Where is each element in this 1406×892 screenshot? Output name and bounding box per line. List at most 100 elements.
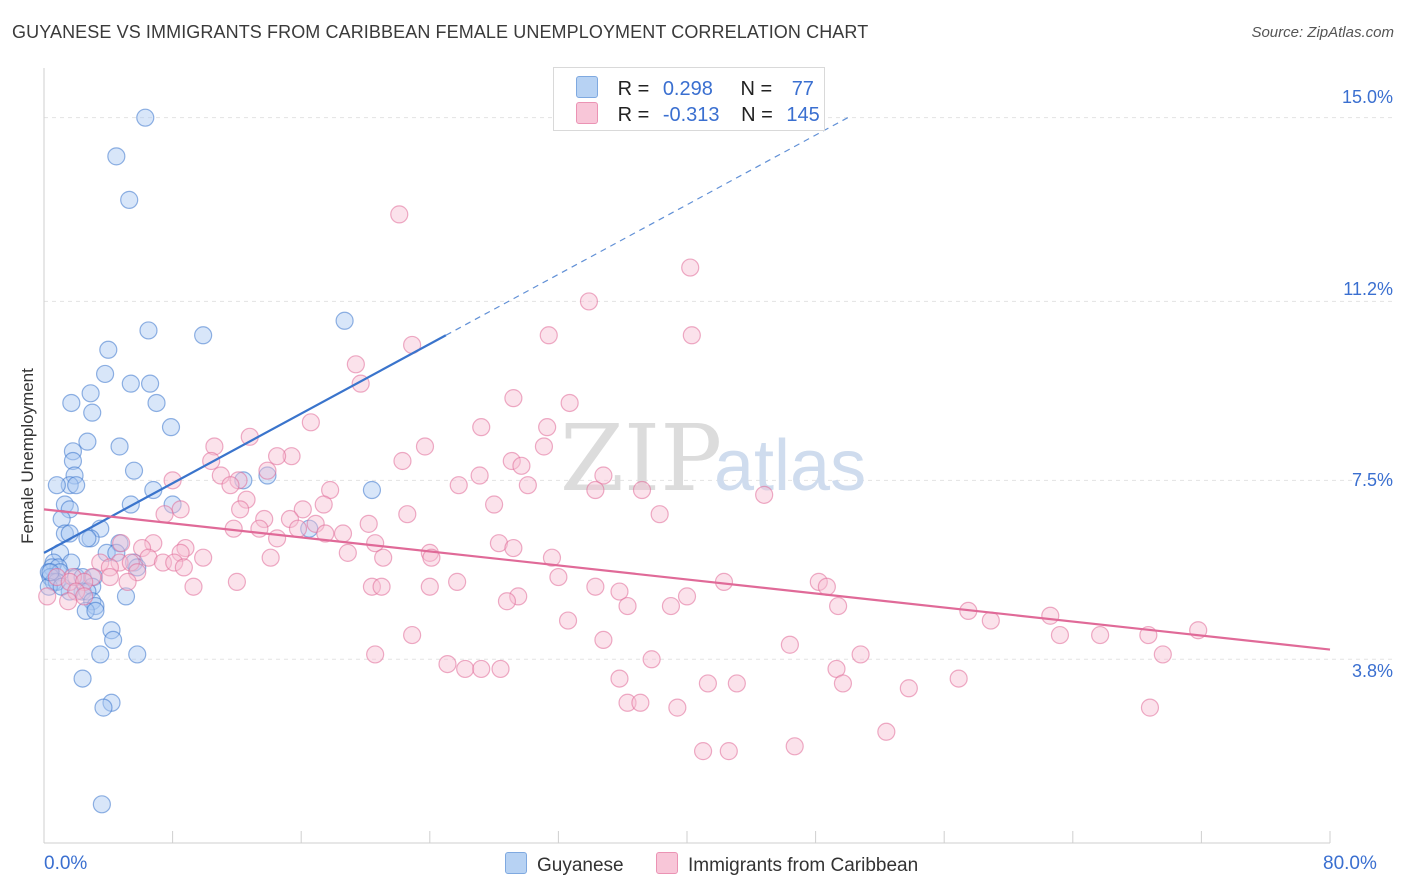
- bottom-legend-swatch-pink: [656, 852, 678, 874]
- caribbean-point: [534, 437, 554, 456]
- caribbean-point: [949, 669, 968, 688]
- guyanese-point: [47, 476, 66, 495]
- caribbean-point: [240, 427, 259, 446]
- caribbean-point: [631, 693, 650, 712]
- caribbean-point: [366, 534, 385, 553]
- guyanese-point: [76, 601, 95, 620]
- caribbean-trend-line: [43, 508, 1331, 651]
- caribbean-point: [579, 292, 599, 311]
- caribbean-point: [100, 567, 120, 587]
- caribbean-point: [558, 611, 578, 630]
- caribbean-point: [393, 451, 412, 471]
- caribbean-point: [719, 742, 738, 761]
- caribbean-point: [650, 505, 669, 524]
- caribbean-point: [610, 582, 629, 601]
- caribbean-point: [586, 480, 605, 500]
- caribbean-point: [211, 466, 230, 485]
- caribbean-point: [727, 674, 746, 693]
- caribbean-point: [255, 509, 274, 529]
- watermark-atlas: atlas: [714, 426, 866, 506]
- guyanese-point: [140, 374, 160, 393]
- caribbean-point: [485, 495, 504, 514]
- caribbean-point: [785, 737, 804, 756]
- n-label: N =: [740, 78, 773, 100]
- bottom-legend-label: Guyanese: [537, 855, 624, 876]
- guyanese-point: [147, 393, 166, 413]
- caribbean-point: [504, 389, 523, 408]
- caribbean-point: [682, 326, 701, 345]
- caribbean-point: [438, 654, 457, 674]
- caribbean-point: [693, 742, 713, 761]
- caribbean-point: [202, 451, 221, 471]
- caribbean-point: [594, 630, 613, 650]
- caribbean-point: [60, 572, 79, 591]
- caribbean-point: [100, 558, 120, 577]
- guyanese-point: [86, 601, 105, 620]
- caribbean-point: [456, 659, 475, 679]
- caribbean-point: [780, 635, 799, 654]
- chart-title: GUYANESE VS IMMIGRANTS FROM CARIBBEAN FE…: [12, 22, 869, 42]
- source-label: Source: ZipAtlas.com: [1251, 24, 1394, 41]
- caribbean-point: [1041, 606, 1060, 625]
- caribbean-point: [118, 572, 137, 591]
- caribbean-point: [491, 659, 510, 679]
- caribbean-point: [549, 567, 568, 587]
- guyanese-point: [81, 384, 100, 403]
- n-label: N =: [741, 104, 773, 126]
- caribbean-point: [698, 674, 717, 693]
- caribbean-point: [155, 505, 174, 524]
- guyanese-point: [97, 543, 116, 562]
- caribbean-point: [403, 625, 422, 645]
- caribbean-point: [472, 418, 491, 437]
- legend-row-caribbean: R = -0.313 N = 145: [576, 102, 820, 126]
- caribbean-point: [221, 476, 240, 495]
- guyanese-point: [67, 476, 86, 495]
- caribbean-point: [75, 587, 94, 606]
- caribbean-point: [1140, 698, 1160, 717]
- caribbean-point: [668, 698, 687, 717]
- caribbean-point: [165, 553, 184, 572]
- caribbean-point: [194, 548, 213, 567]
- caribbean-point: [205, 437, 224, 456]
- guyanese-point: [63, 451, 83, 471]
- guyanese-point: [104, 630, 123, 650]
- guyanese-point: [161, 418, 181, 437]
- guyanese-point: [60, 476, 79, 495]
- caribbean-point: [174, 558, 193, 577]
- caribbean-point: [504, 538, 523, 558]
- legend-swatch-pink: [576, 102, 598, 124]
- caribbean-point: [755, 485, 774, 504]
- guyanese-point: [92, 795, 111, 814]
- caribbean-point: [132, 538, 152, 558]
- guyanese-point: [83, 403, 102, 422]
- caribbean-point: [282, 447, 301, 466]
- legend-row-guyanese: R = 0.298 N = 77: [576, 76, 814, 100]
- caribbean-point: [128, 563, 147, 582]
- caribbean-point: [661, 596, 681, 616]
- n-value: 77: [791, 78, 814, 100]
- bottom-legend-label: Immigrants from Caribbean: [688, 855, 919, 876]
- caribbean-point: [267, 447, 287, 466]
- caribbean-point: [267, 529, 287, 548]
- y-tick-label: 15.0%: [1341, 87, 1393, 107]
- caribbean-point: [586, 577, 605, 596]
- caribbean-point: [470, 466, 489, 485]
- caribbean-point: [293, 500, 312, 519]
- axes: [43, 68, 1331, 844]
- guyanese-point: [62, 393, 81, 413]
- guyanese-point: [362, 480, 382, 500]
- guyanese-point: [136, 108, 155, 127]
- legend-swatch-blue: [576, 76, 598, 98]
- caribbean-point: [618, 693, 637, 712]
- caribbean-point: [144, 534, 163, 553]
- caribbean-point: [346, 355, 365, 374]
- guyanese-point: [258, 466, 277, 485]
- caribbean-point: [677, 587, 697, 606]
- caribbean-point: [502, 451, 521, 471]
- caribbean-point: [833, 674, 853, 693]
- caribbean-point: [338, 543, 357, 562]
- caribbean-point: [390, 205, 409, 224]
- caribbean-point: [618, 596, 637, 616]
- caribbean-point: [171, 500, 190, 519]
- n-value: 145: [786, 104, 820, 126]
